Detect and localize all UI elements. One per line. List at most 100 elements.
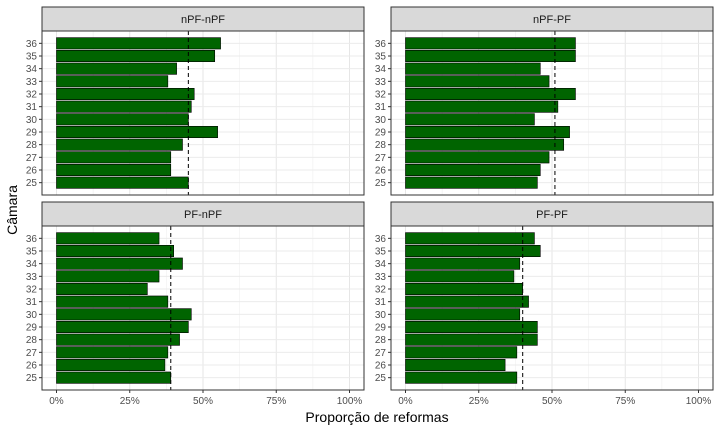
- bar-27: [56, 151, 172, 164]
- x-tick-label: 25%: [120, 396, 140, 407]
- bar-28: [56, 138, 183, 151]
- y-tick-label-32: 32: [26, 90, 38, 101]
- bar-33: [405, 270, 515, 283]
- bar-28: [405, 333, 538, 346]
- facet-strip-title: PF-PF: [536, 209, 568, 221]
- y-tick-label-32: 32: [375, 285, 387, 296]
- y-tick-label-25: 25: [26, 178, 38, 189]
- y-tick-label-33: 33: [26, 272, 38, 283]
- y-tick-label-28: 28: [375, 335, 387, 346]
- y-tick-label-26: 26: [375, 166, 387, 177]
- panel-border: [390, 30, 714, 196]
- y-tick-label-32: 32: [26, 285, 38, 296]
- bar-26: [405, 164, 541, 177]
- x-tick-label: 0%: [49, 396, 64, 407]
- bar-27: [405, 151, 550, 164]
- y-tick-label-35: 35: [375, 247, 387, 258]
- x-tick-label: 50%: [542, 396, 562, 407]
- facet-strip: [41, 6, 365, 32]
- facet-strip-title: nPF-PF: [533, 14, 571, 26]
- y-tick-label-25: 25: [375, 178, 387, 189]
- bar-34: [405, 257, 521, 270]
- y-tick-label-35: 35: [375, 52, 387, 63]
- bar-25: [405, 371, 518, 384]
- bar-36: [405, 37, 576, 50]
- y-tick-label-35: 35: [26, 52, 38, 63]
- bar-34: [56, 62, 177, 75]
- y-tick-label-29: 29: [26, 128, 38, 139]
- bar-34: [56, 257, 183, 270]
- x-tick-label: 75%: [615, 396, 635, 407]
- bar-27: [56, 346, 169, 359]
- y-tick-label-36: 36: [26, 39, 38, 50]
- bar-28: [56, 333, 180, 346]
- bar-35: [405, 245, 541, 258]
- bar-32: [405, 282, 523, 295]
- y-tick-label-26: 26: [26, 166, 38, 177]
- bar-28: [405, 138, 565, 151]
- x-tick-label: 75%: [266, 396, 286, 407]
- x-axis-title: Proporção de reformas: [305, 409, 448, 425]
- bar-25: [56, 371, 172, 384]
- bar-31: [405, 295, 529, 308]
- y-tick-label-34: 34: [375, 259, 387, 270]
- y-tick-label-30: 30: [26, 310, 38, 321]
- y-tick-label-27: 27: [26, 348, 38, 359]
- x-tick-label: 100%: [337, 396, 363, 407]
- y-tick-label-36: 36: [375, 234, 387, 245]
- x-tick-label: 25%: [469, 396, 489, 407]
- y-tick-label-34: 34: [26, 259, 38, 270]
- bar-26: [56, 164, 172, 177]
- y-tick-label-36: 36: [375, 39, 387, 50]
- y-tick-label-31: 31: [26, 297, 38, 308]
- bar-30: [405, 308, 521, 321]
- y-tick-label-28: 28: [375, 140, 387, 151]
- bar-29: [405, 126, 570, 139]
- bar-36: [56, 37, 221, 50]
- bar-30: [405, 113, 535, 126]
- bar-35: [405, 49, 576, 62]
- y-tick-label-29: 29: [375, 128, 387, 139]
- facet-strip-title: nPF-nPF: [181, 14, 225, 26]
- bar-29: [56, 320, 189, 333]
- y-tick-label-28: 28: [26, 335, 38, 346]
- bar-35: [56, 245, 174, 258]
- bar-25: [56, 176, 189, 189]
- bar-29: [405, 320, 538, 333]
- bar-32: [56, 282, 148, 295]
- y-tick-label-35: 35: [26, 247, 38, 258]
- bar-35: [56, 49, 216, 62]
- bar-31: [56, 100, 192, 113]
- y-tick-label-25: 25: [26, 373, 38, 384]
- bar-30: [56, 308, 192, 321]
- y-tick-label-33: 33: [26, 77, 38, 88]
- bar-36: [405, 232, 535, 245]
- y-tick-label-29: 29: [26, 323, 38, 334]
- y-tick-label-36: 36: [26, 234, 38, 245]
- bar-25: [405, 176, 538, 189]
- y-tick-label-27: 27: [26, 153, 38, 164]
- y-tick-label-30: 30: [26, 115, 38, 126]
- facet-panels: nPF-nPF252627282930313233343536nPF-PF252…: [26, 6, 714, 407]
- x-tick-label: 50%: [193, 396, 213, 407]
- bar-31: [405, 100, 559, 113]
- y-tick-label-30: 30: [375, 310, 387, 321]
- facet-strip: [390, 6, 714, 32]
- bar-32: [405, 88, 576, 101]
- bar-33: [405, 75, 550, 88]
- x-tick-label: 100%: [686, 396, 712, 407]
- y-tick-label-27: 27: [375, 153, 387, 164]
- bar-26: [56, 358, 166, 371]
- y-axis-title: Câmara: [4, 185, 20, 235]
- bar-31: [56, 295, 169, 308]
- y-tick-label-26: 26: [375, 361, 387, 372]
- bar-36: [56, 232, 160, 245]
- y-tick-label-26: 26: [26, 361, 38, 372]
- x-tick-label: 0%: [398, 396, 413, 407]
- y-tick-label-28: 28: [26, 140, 38, 151]
- y-tick-label-34: 34: [375, 64, 387, 75]
